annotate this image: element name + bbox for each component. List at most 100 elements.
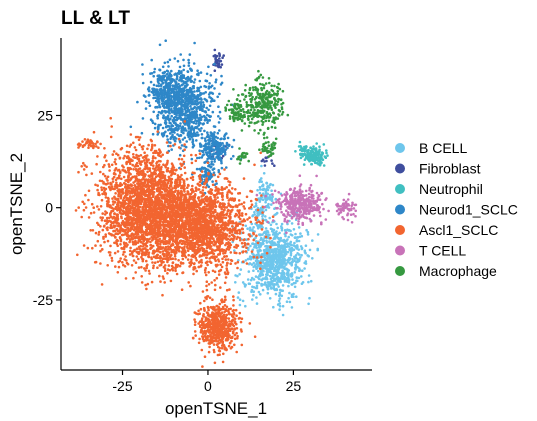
data-point [220,146,224,150]
data-point [274,242,277,246]
data-point [176,59,180,63]
data-point [117,174,121,177]
data-point [186,70,190,74]
data-point [276,233,280,236]
data-point [262,266,265,270]
data-point [270,267,274,271]
data-point [285,300,289,304]
data-point [151,175,154,178]
data-point [237,291,241,294]
data-point [263,164,267,167]
data-point [163,176,167,180]
data-point [171,236,175,240]
data-point [162,181,166,185]
data-point [85,165,88,169]
data-point [148,169,152,172]
data-point [186,77,190,80]
data-point [187,88,191,92]
data-point [152,249,155,253]
data-point [321,151,325,155]
data-point [153,169,157,172]
data-point [134,232,137,236]
data-point [177,134,181,138]
data-point [118,211,122,214]
data-point [132,187,135,190]
data-point [98,193,101,197]
data-point [132,194,135,198]
data-point [274,248,278,251]
data-point [143,161,147,165]
data-point [222,54,225,57]
data-point [170,104,174,108]
data-point [76,253,79,257]
data-point [301,155,305,158]
data-point [118,208,121,211]
data-point [198,142,202,145]
data-point [137,251,141,254]
data-point [201,101,205,104]
data-point [186,249,190,253]
data-point [183,143,186,146]
series-ascl1-sclc [74,116,275,368]
data-point [125,144,129,148]
data-point [140,281,144,284]
data-point [268,193,272,197]
data-point [110,233,113,236]
data-point [265,284,269,288]
data-point [188,86,192,90]
data-point [169,122,172,125]
data-point [274,277,278,281]
data-point [182,76,186,80]
data-point [307,302,310,306]
data-point [112,150,116,153]
data-point [268,240,272,244]
data-point [175,109,178,112]
data-point [183,148,186,151]
data-point [106,239,110,243]
data-point [110,163,114,167]
data-point [113,251,117,255]
data-point [136,182,139,185]
data-point [290,264,294,267]
data-point [118,259,122,263]
data-point [171,261,175,264]
data-point [96,239,100,243]
data-point [280,229,284,232]
data-point [127,209,131,212]
data-point [128,249,132,253]
data-point [296,265,299,269]
data-point [139,238,142,241]
data-point [132,141,135,145]
data-point [253,243,256,246]
data-point [216,141,219,145]
data-point [190,153,193,157]
data-point [94,183,97,187]
data-point [213,125,217,128]
data-point [143,151,146,154]
data-point [152,172,156,176]
data-point [141,173,144,176]
data-point [129,177,133,181]
data-point [256,249,260,252]
data-point [164,39,167,42]
data-point [259,293,262,296]
data-point [177,88,181,92]
data-point [107,251,111,254]
data-point [132,216,135,219]
data-point [102,165,105,169]
data-point [283,228,287,232]
data-point [247,270,251,273]
data-point [192,84,195,88]
data-point [133,221,137,225]
data-point [173,143,177,146]
data-point [196,156,199,160]
data-point [152,185,156,188]
data-point [106,179,109,182]
data-point [263,160,266,163]
data-point [111,180,115,183]
data-point [205,79,209,83]
data-point [113,160,116,164]
data-point [166,104,169,108]
data-point [141,250,144,254]
data-point [265,159,268,163]
